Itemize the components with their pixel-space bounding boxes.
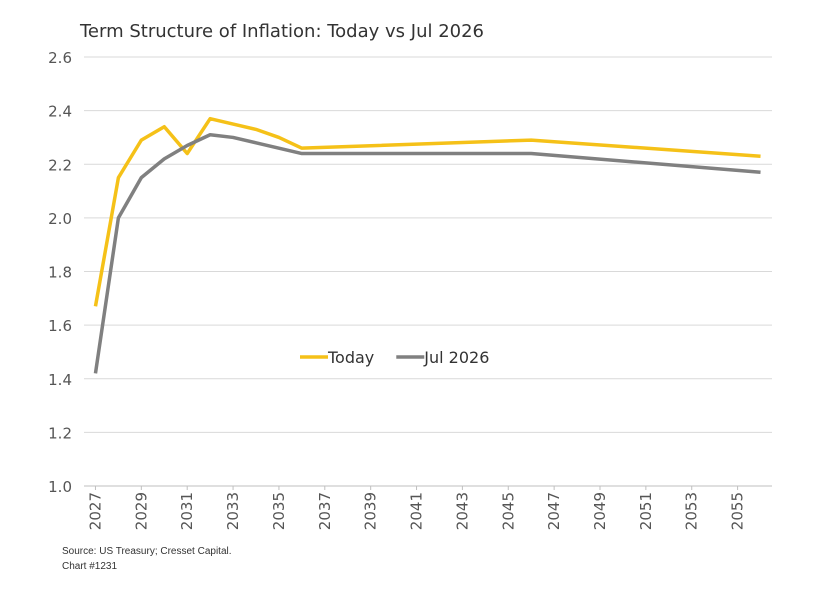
series-line bbox=[93, 116, 761, 307]
chart-title: Term Structure of Inflation: Today vs Ju… bbox=[79, 21, 484, 42]
x-tick-label: 2039 bbox=[362, 492, 380, 530]
x-tick-label: 2051 bbox=[637, 492, 655, 530]
x-tick-label: 2033 bbox=[224, 492, 242, 530]
x-tick-label: 2043 bbox=[453, 492, 471, 530]
x-tick-label: 2041 bbox=[408, 492, 426, 530]
note: Chart #1231 bbox=[62, 561, 117, 572]
y-tick-label: 2.6 bbox=[48, 49, 72, 67]
legend-label: Today bbox=[327, 348, 374, 367]
y-tick-label: 1.4 bbox=[48, 371, 72, 389]
series-line bbox=[93, 133, 761, 374]
legend-label: Jul 2026 bbox=[423, 348, 489, 367]
y-tick-label: 2.4 bbox=[48, 103, 72, 121]
y-tick-label: 1.8 bbox=[48, 264, 72, 282]
x-tick-label: 2031 bbox=[178, 492, 196, 530]
x-tick-label: 2037 bbox=[316, 492, 334, 530]
x-tick-label: 2035 bbox=[270, 492, 288, 530]
x-tick-label: 2047 bbox=[545, 492, 563, 530]
y-tick-label: 1.0 bbox=[48, 478, 72, 496]
source: Source: US Treasury; Cresset Capital. bbox=[62, 546, 232, 557]
x-tick-label: 2049 bbox=[591, 492, 609, 530]
x-tick-label: 2045 bbox=[499, 492, 517, 530]
x-tick-label: 2053 bbox=[683, 492, 701, 530]
x-tick-label: 2027 bbox=[86, 492, 104, 530]
y-tick-label: 2.2 bbox=[48, 156, 72, 174]
x-tick-label: 2055 bbox=[729, 492, 747, 530]
x-tick-label: 2029 bbox=[132, 492, 150, 530]
y-tick-label: 2.0 bbox=[48, 210, 72, 228]
y-tick-label: 1.6 bbox=[48, 317, 72, 335]
y-tick-label: 1.2 bbox=[48, 424, 72, 442]
